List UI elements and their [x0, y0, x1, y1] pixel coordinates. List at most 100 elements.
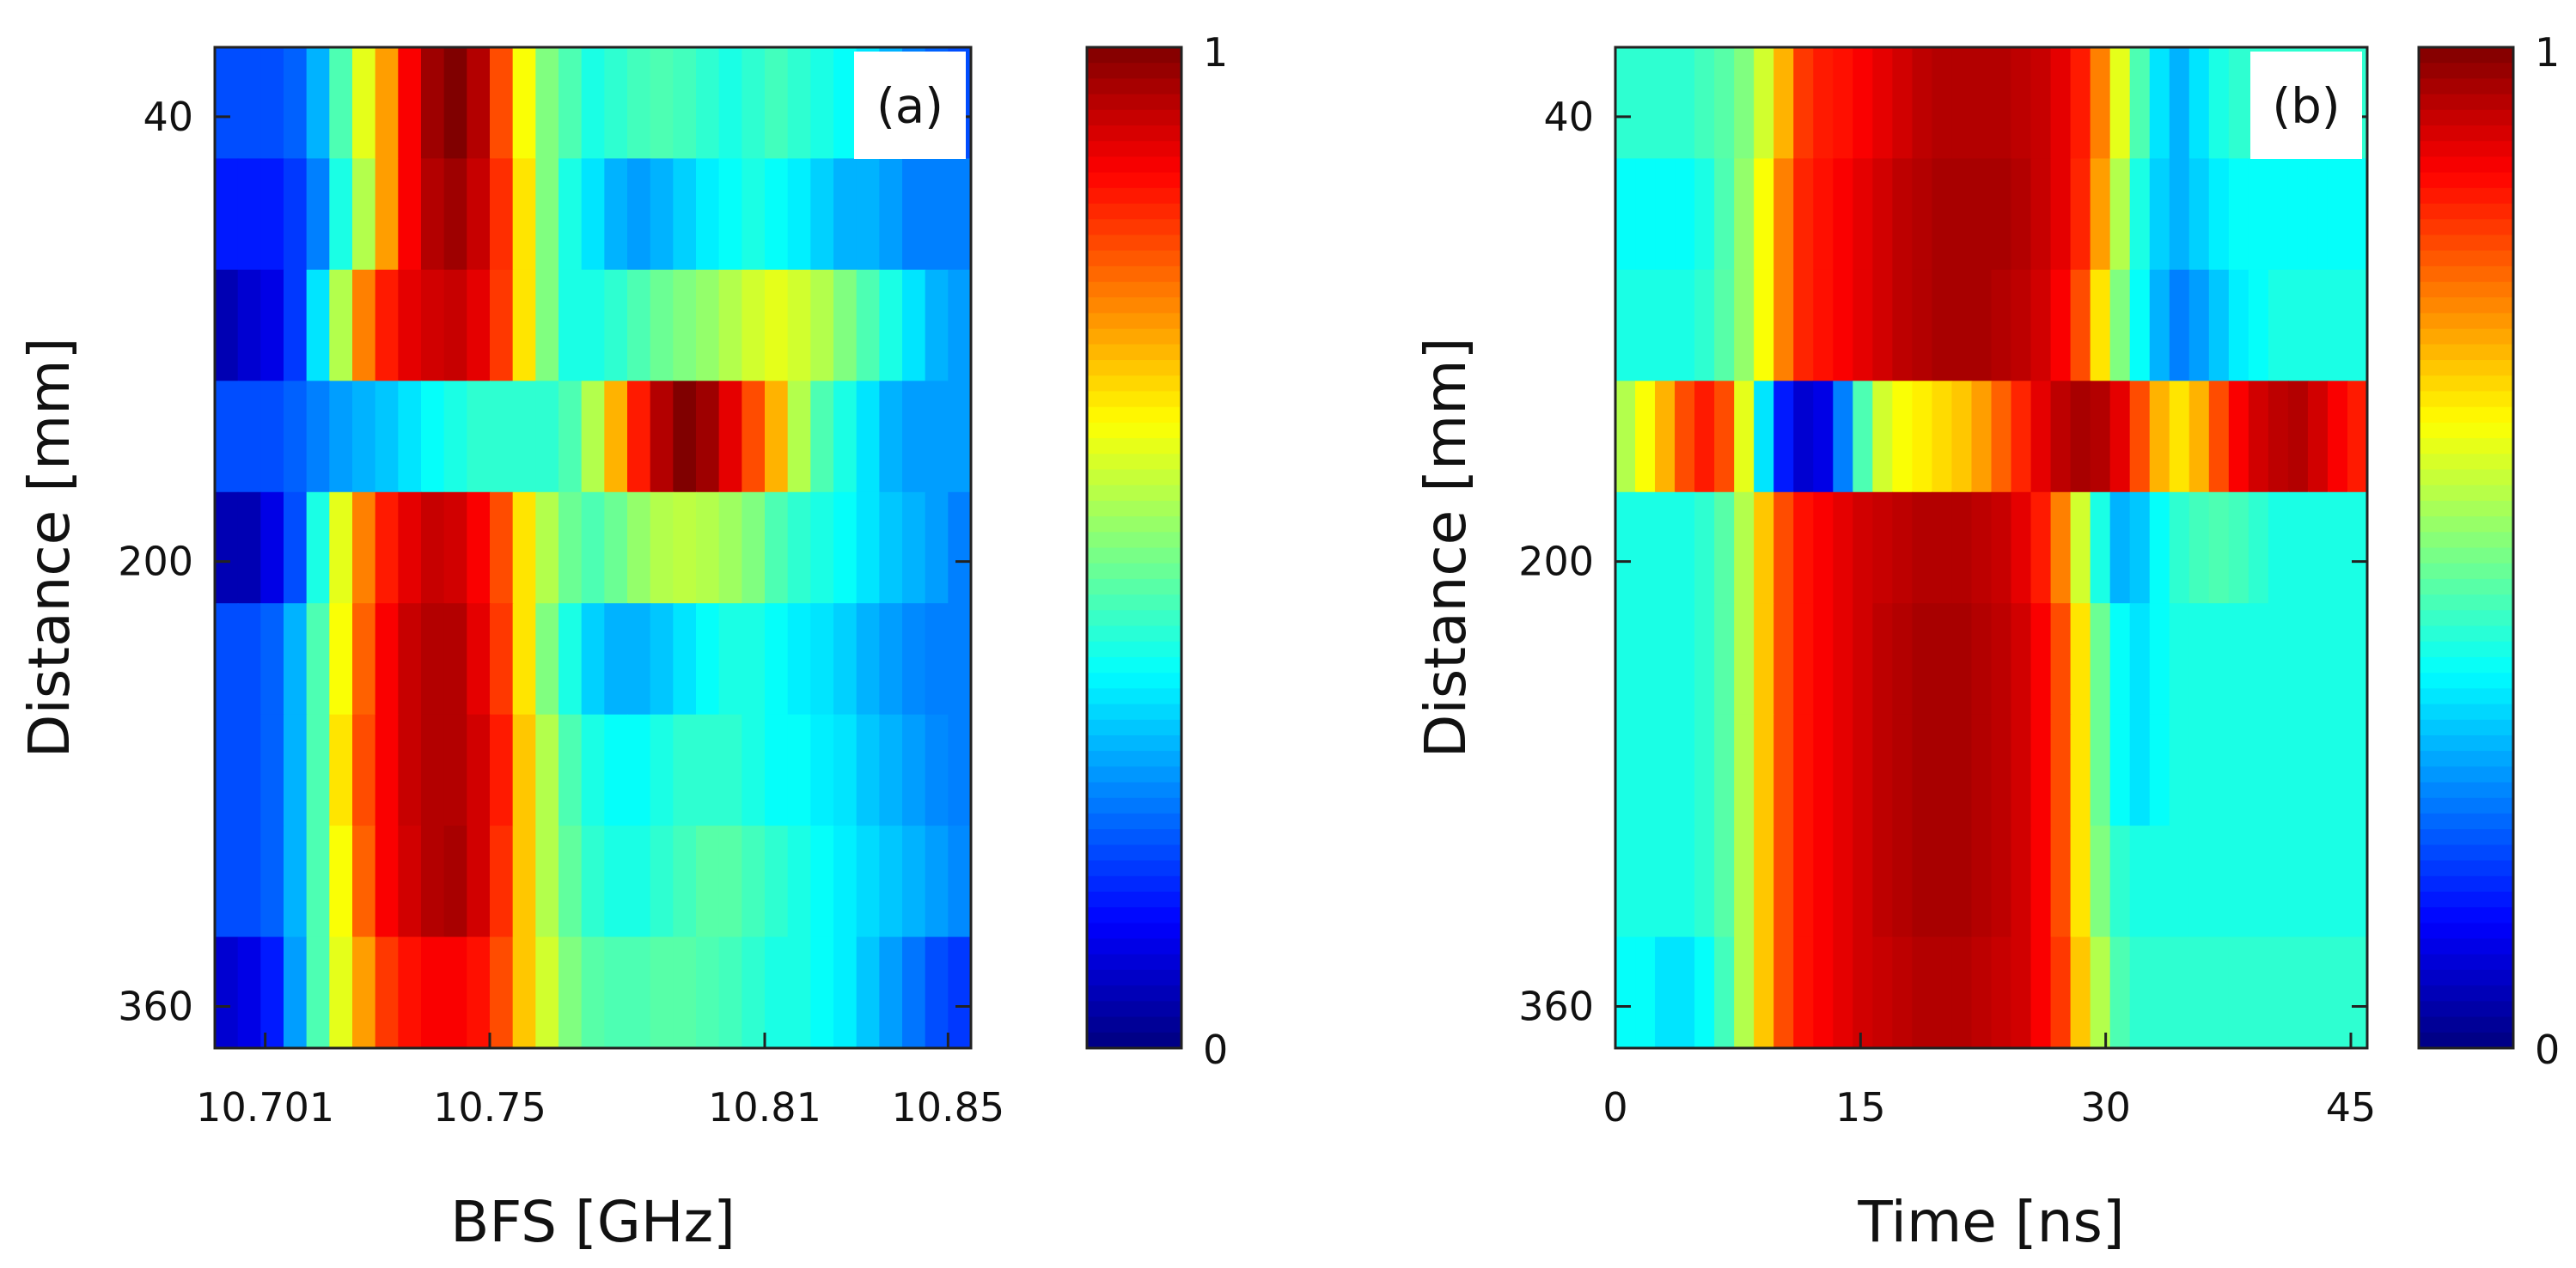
heatmap-cell — [1971, 826, 1993, 938]
heatmap-cell — [1655, 47, 1676, 160]
heatmap-cell — [2327, 158, 2348, 271]
heatmap-cell — [2149, 714, 2170, 826]
heatmap-cell — [2307, 826, 2329, 938]
heatmap-cell — [1991, 714, 2012, 826]
heatmap-cell — [2090, 714, 2111, 826]
heatmap-cell — [2347, 714, 2368, 826]
heatmap-cell — [925, 381, 949, 493]
colorbar-step — [2419, 532, 2513, 549]
heatmap-cell — [352, 714, 376, 826]
heatmap-cell — [1951, 714, 1973, 826]
heatmap-cell — [1714, 47, 1735, 160]
heatmap-cell — [2030, 603, 2052, 716]
heatmap-cell — [490, 936, 514, 1049]
heatmap-cell — [1971, 381, 1993, 493]
heatmap-cell — [1714, 491, 1735, 605]
heatmap-cell — [215, 491, 239, 605]
heatmap-cell — [742, 491, 766, 605]
heatmap-cell — [833, 826, 858, 938]
heatmap-cell — [2347, 491, 2368, 605]
heatmap-cell — [1951, 158, 1973, 271]
heatmap-cell — [535, 826, 559, 938]
heatmap-cell — [2327, 826, 2348, 938]
heatmap-cell — [2011, 381, 2032, 493]
heatmap-cell — [352, 936, 376, 1049]
heatmap-cell — [1813, 158, 1834, 271]
heatmap-cell — [1912, 47, 1933, 160]
heatmap-cell — [512, 269, 537, 382]
heatmap-cell — [581, 714, 606, 826]
heatmap-cell — [742, 826, 766, 938]
heatmap-cell — [2228, 603, 2249, 716]
colorbar-step — [1087, 735, 1181, 752]
colorbar-min-label: 0 — [1203, 1027, 1228, 1073]
x-tick-label: 15 — [1835, 1084, 1886, 1131]
heatmap-cell — [1793, 936, 1815, 1049]
heatmap-cell — [2307, 381, 2329, 493]
heatmap-cell — [2228, 714, 2249, 826]
heatmap-cell — [2129, 269, 2151, 382]
heatmap-cell — [2070, 491, 2091, 605]
heatmap-cell — [2090, 269, 2111, 382]
colorbar-step — [2419, 610, 2513, 627]
colorbar-step — [2419, 313, 2513, 330]
panel-tag-label: (a) — [876, 79, 943, 135]
colorbar-frame — [1085, 46, 1183, 1050]
heatmap-cell — [2248, 826, 2269, 938]
heatmap-cell — [215, 381, 239, 493]
heatmap-cell — [810, 47, 834, 160]
heatmap-cell — [2090, 47, 2111, 160]
heatmap-cell — [1615, 714, 1636, 826]
y-tick-label: 200 — [1518, 539, 1594, 585]
colorbar-step — [2419, 625, 2513, 643]
heatmap-cell — [2208, 269, 2230, 382]
heatmap-cell — [1793, 158, 1815, 271]
heatmap-cell — [2188, 936, 2210, 1049]
heatmap-cell — [787, 714, 812, 826]
colorbar-step — [1087, 625, 1181, 643]
colorbar-step — [2419, 938, 2513, 955]
heatmap-cell — [604, 491, 628, 605]
heatmap-cell — [1773, 269, 1795, 382]
heatmap-cell — [2248, 269, 2269, 382]
heatmap-cell — [215, 158, 239, 271]
heatmap-cell — [1754, 47, 1775, 160]
heatmap-cell — [2287, 936, 2309, 1049]
heatmap-cell — [2011, 269, 2032, 382]
heatmap-cell — [260, 269, 284, 382]
heatmap-cell — [1912, 936, 1933, 1049]
heatmap-cell — [260, 826, 284, 938]
heatmap-cell — [2347, 381, 2368, 493]
colorbar-step — [1087, 673, 1181, 690]
heatmap-cell — [787, 491, 812, 605]
heatmap-cell — [2030, 714, 2052, 826]
colorbar-step — [2419, 141, 2513, 158]
heatmap-cell — [765, 826, 789, 938]
heatmap-cell — [948, 603, 972, 716]
heatmap-cell — [1615, 381, 1636, 493]
colorbar-step — [1087, 1032, 1181, 1049]
x-tick-label: 30 — [2080, 1084, 2131, 1131]
heatmap-cell — [2169, 381, 2190, 493]
heatmap-cell — [260, 158, 284, 271]
heatmap-cell — [2070, 381, 2091, 493]
heatmap-cell — [948, 381, 972, 493]
heatmap-cell — [2268, 936, 2289, 1049]
colorbar-step — [1087, 438, 1181, 455]
panel-a: 40 200 360 10.701 10.75 10.81 10.85 BFS [GHz] Di… — [16, 29, 1228, 1255]
colorbar-step — [2419, 63, 2513, 80]
colorbar-step — [2419, 594, 2513, 612]
colorbar-step — [1087, 375, 1181, 393]
heatmap-cell — [1853, 381, 1874, 493]
heatmap-cell — [2129, 936, 2151, 1049]
colorbar-step — [1087, 109, 1181, 126]
heatmap-cell — [306, 269, 331, 382]
heatmap-cell — [673, 826, 697, 938]
heatmap-cell — [512, 603, 537, 716]
colorbar-step — [1087, 813, 1181, 830]
heatmap-cell — [1635, 269, 1656, 382]
colorbar-step — [1087, 1001, 1181, 1018]
heatmap-cell — [512, 381, 537, 493]
panel-tag-label: (b) — [2272, 79, 2340, 135]
heatmap-cell — [443, 936, 468, 1049]
